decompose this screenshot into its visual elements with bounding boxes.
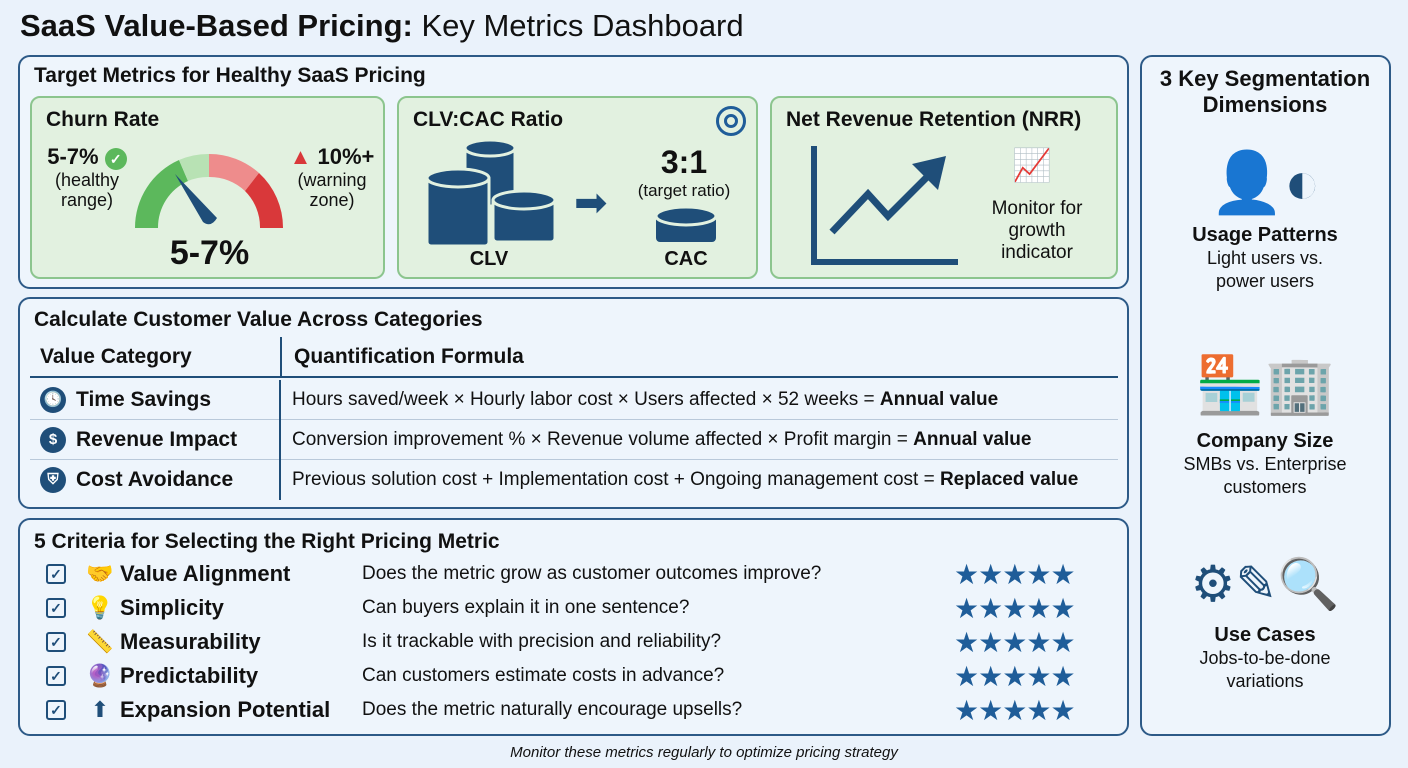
arrow-right-icon: ➡ bbox=[574, 181, 608, 225]
churn-card: Churn Rate 5-7% ✓ (healthy range) ▲ 10%+… bbox=[30, 96, 385, 279]
criteria-row: ✓ 🔮 Predictability Can customers estimat… bbox=[46, 660, 1106, 692]
table-row: ⛨ Cost Avoidance Previous solution cost +… bbox=[30, 460, 1118, 500]
table-row: $ Revenue Impact Conversion improvement %… bbox=[30, 420, 1118, 460]
star-icon: ★ bbox=[1050, 558, 1075, 590]
column-divider bbox=[279, 380, 281, 500]
churn-gauge bbox=[134, 153, 284, 228]
star-rating: ★★★★★ bbox=[954, 592, 1076, 625]
criteria-panel bbox=[18, 518, 1129, 736]
star-rating: ★★★★★ bbox=[954, 558, 1076, 591]
checkbox[interactable]: ✓ bbox=[46, 564, 66, 584]
coin-stacks-icon bbox=[425, 140, 557, 248]
star-icon: ★ bbox=[1026, 558, 1051, 590]
healthy-value: 5-7% bbox=[47, 144, 99, 169]
handshake-icon: 🤝 bbox=[86, 561, 114, 586]
star-icon: ★ bbox=[1002, 592, 1027, 624]
star-icon: ★ bbox=[1026, 694, 1051, 726]
criteria-row: ✓ ⬆ Expansion Potential Does the metric … bbox=[46, 694, 1106, 726]
star-icon: ★ bbox=[1050, 694, 1075, 726]
clv-cac-card: CLV:CAC Ratio ➡ CLV 3:1 (target ratio) C… bbox=[397, 96, 758, 279]
star-icon: ★ bbox=[1026, 592, 1051, 624]
star-icon: ★ bbox=[954, 694, 979, 726]
star-icon: ★ bbox=[1002, 694, 1027, 726]
users-icon: 👤◐ bbox=[1209, 149, 1321, 216]
table-row: 🕓 Time Savings Hours saved/week × Hourly … bbox=[30, 380, 1118, 420]
checkbox[interactable]: ✓ bbox=[46, 598, 66, 618]
segment-use-cases: ⚙✎🔍 Use Cases Jobs-to-be-done variations bbox=[1142, 552, 1388, 693]
segment-usage: 👤◐ Usage Patterns Light users vs. power u… bbox=[1142, 150, 1388, 293]
shield-x-icon: ⛨ bbox=[40, 467, 66, 493]
star-icon: ★ bbox=[1050, 592, 1075, 624]
bar-chart-up-icon: 📈 bbox=[1012, 147, 1052, 183]
star-icon: ★ bbox=[1026, 660, 1051, 692]
star-icon: ★ bbox=[978, 592, 1003, 624]
segmentation-title: 3 Key Segmentation Dimensions bbox=[1159, 66, 1371, 117]
checkbox[interactable]: ✓ bbox=[46, 632, 66, 652]
star-icon: ★ bbox=[978, 660, 1003, 692]
nrr-card: Net Revenue Retention (NRR) 📈 Monitor fo… bbox=[770, 96, 1118, 279]
star-icon: ★ bbox=[954, 660, 979, 692]
target-icon bbox=[716, 106, 746, 136]
churn-title: Churn Rate bbox=[46, 108, 160, 131]
churn-current: 5-7% bbox=[169, 234, 250, 272]
clock-icon: 🕓 bbox=[40, 386, 66, 413]
lightbulb-icon: 💡 bbox=[86, 595, 114, 620]
growth-chart-icon bbox=[811, 146, 958, 265]
target-metrics-title: Target Metrics for Healthy SaaS Pricing bbox=[34, 64, 426, 87]
footer-note: Monitor these metrics regularly to optim… bbox=[510, 744, 898, 761]
cac-coin-icon bbox=[655, 206, 717, 242]
crystal-ball-icon: 🔮 bbox=[86, 663, 114, 688]
warning-icon: ▲ bbox=[289, 144, 312, 169]
check-circle-icon: ✓ bbox=[104, 148, 127, 170]
criteria-row: ✓ 💡 Simplicity Can buyers explain it in … bbox=[46, 592, 1106, 624]
dollar-growth-icon: $ bbox=[40, 426, 66, 453]
star-icon: ★ bbox=[978, 626, 1003, 658]
star-rating: ★★★★★ bbox=[954, 660, 1076, 693]
criteria-row: ✓ 🤝 Value Alignment Does the metric grow… bbox=[46, 558, 1106, 590]
gear-pencil-search-icon: ⚙✎🔍 bbox=[1190, 556, 1340, 612]
star-rating: ★★★★★ bbox=[954, 626, 1076, 659]
star-icon: ★ bbox=[954, 558, 979, 590]
checkbox[interactable]: ✓ bbox=[46, 700, 66, 720]
star-icon: ★ bbox=[1002, 558, 1027, 590]
segment-company-size: 🏪🏢 Company Size SMBs vs. Enterprise custo… bbox=[1142, 350, 1388, 499]
ruler-icon: 📏 bbox=[86, 629, 114, 654]
star-icon: ★ bbox=[954, 626, 979, 658]
star-icon: ★ bbox=[1002, 660, 1027, 692]
criteria-row: ✓ 📏 Measurability Is it trackable with p… bbox=[46, 626, 1106, 658]
star-icon: ★ bbox=[954, 592, 979, 624]
star-icon: ★ bbox=[1050, 660, 1075, 692]
star-icon: ★ bbox=[1050, 626, 1075, 658]
star-icon: ★ bbox=[978, 694, 1003, 726]
customer-value-panel bbox=[18, 297, 1129, 509]
checkbox[interactable]: ✓ bbox=[46, 666, 66, 686]
gauge-needle bbox=[175, 174, 217, 225]
page-title: SaaS Value-Based Pricing: Key Metrics Da… bbox=[20, 8, 744, 43]
buildings-icon: 🏪🏢 bbox=[1195, 353, 1335, 416]
arrow-up-plus-icon: ⬆ bbox=[90, 697, 110, 722]
table-header: Value Category Quantification Formula bbox=[30, 337, 1118, 378]
star-icon: ★ bbox=[978, 558, 1003, 590]
star-icon: ★ bbox=[1026, 626, 1051, 658]
segmentation-panel bbox=[1140, 55, 1391, 736]
star-rating: ★★★★★ bbox=[954, 694, 1076, 727]
star-icon: ★ bbox=[1002, 626, 1027, 658]
